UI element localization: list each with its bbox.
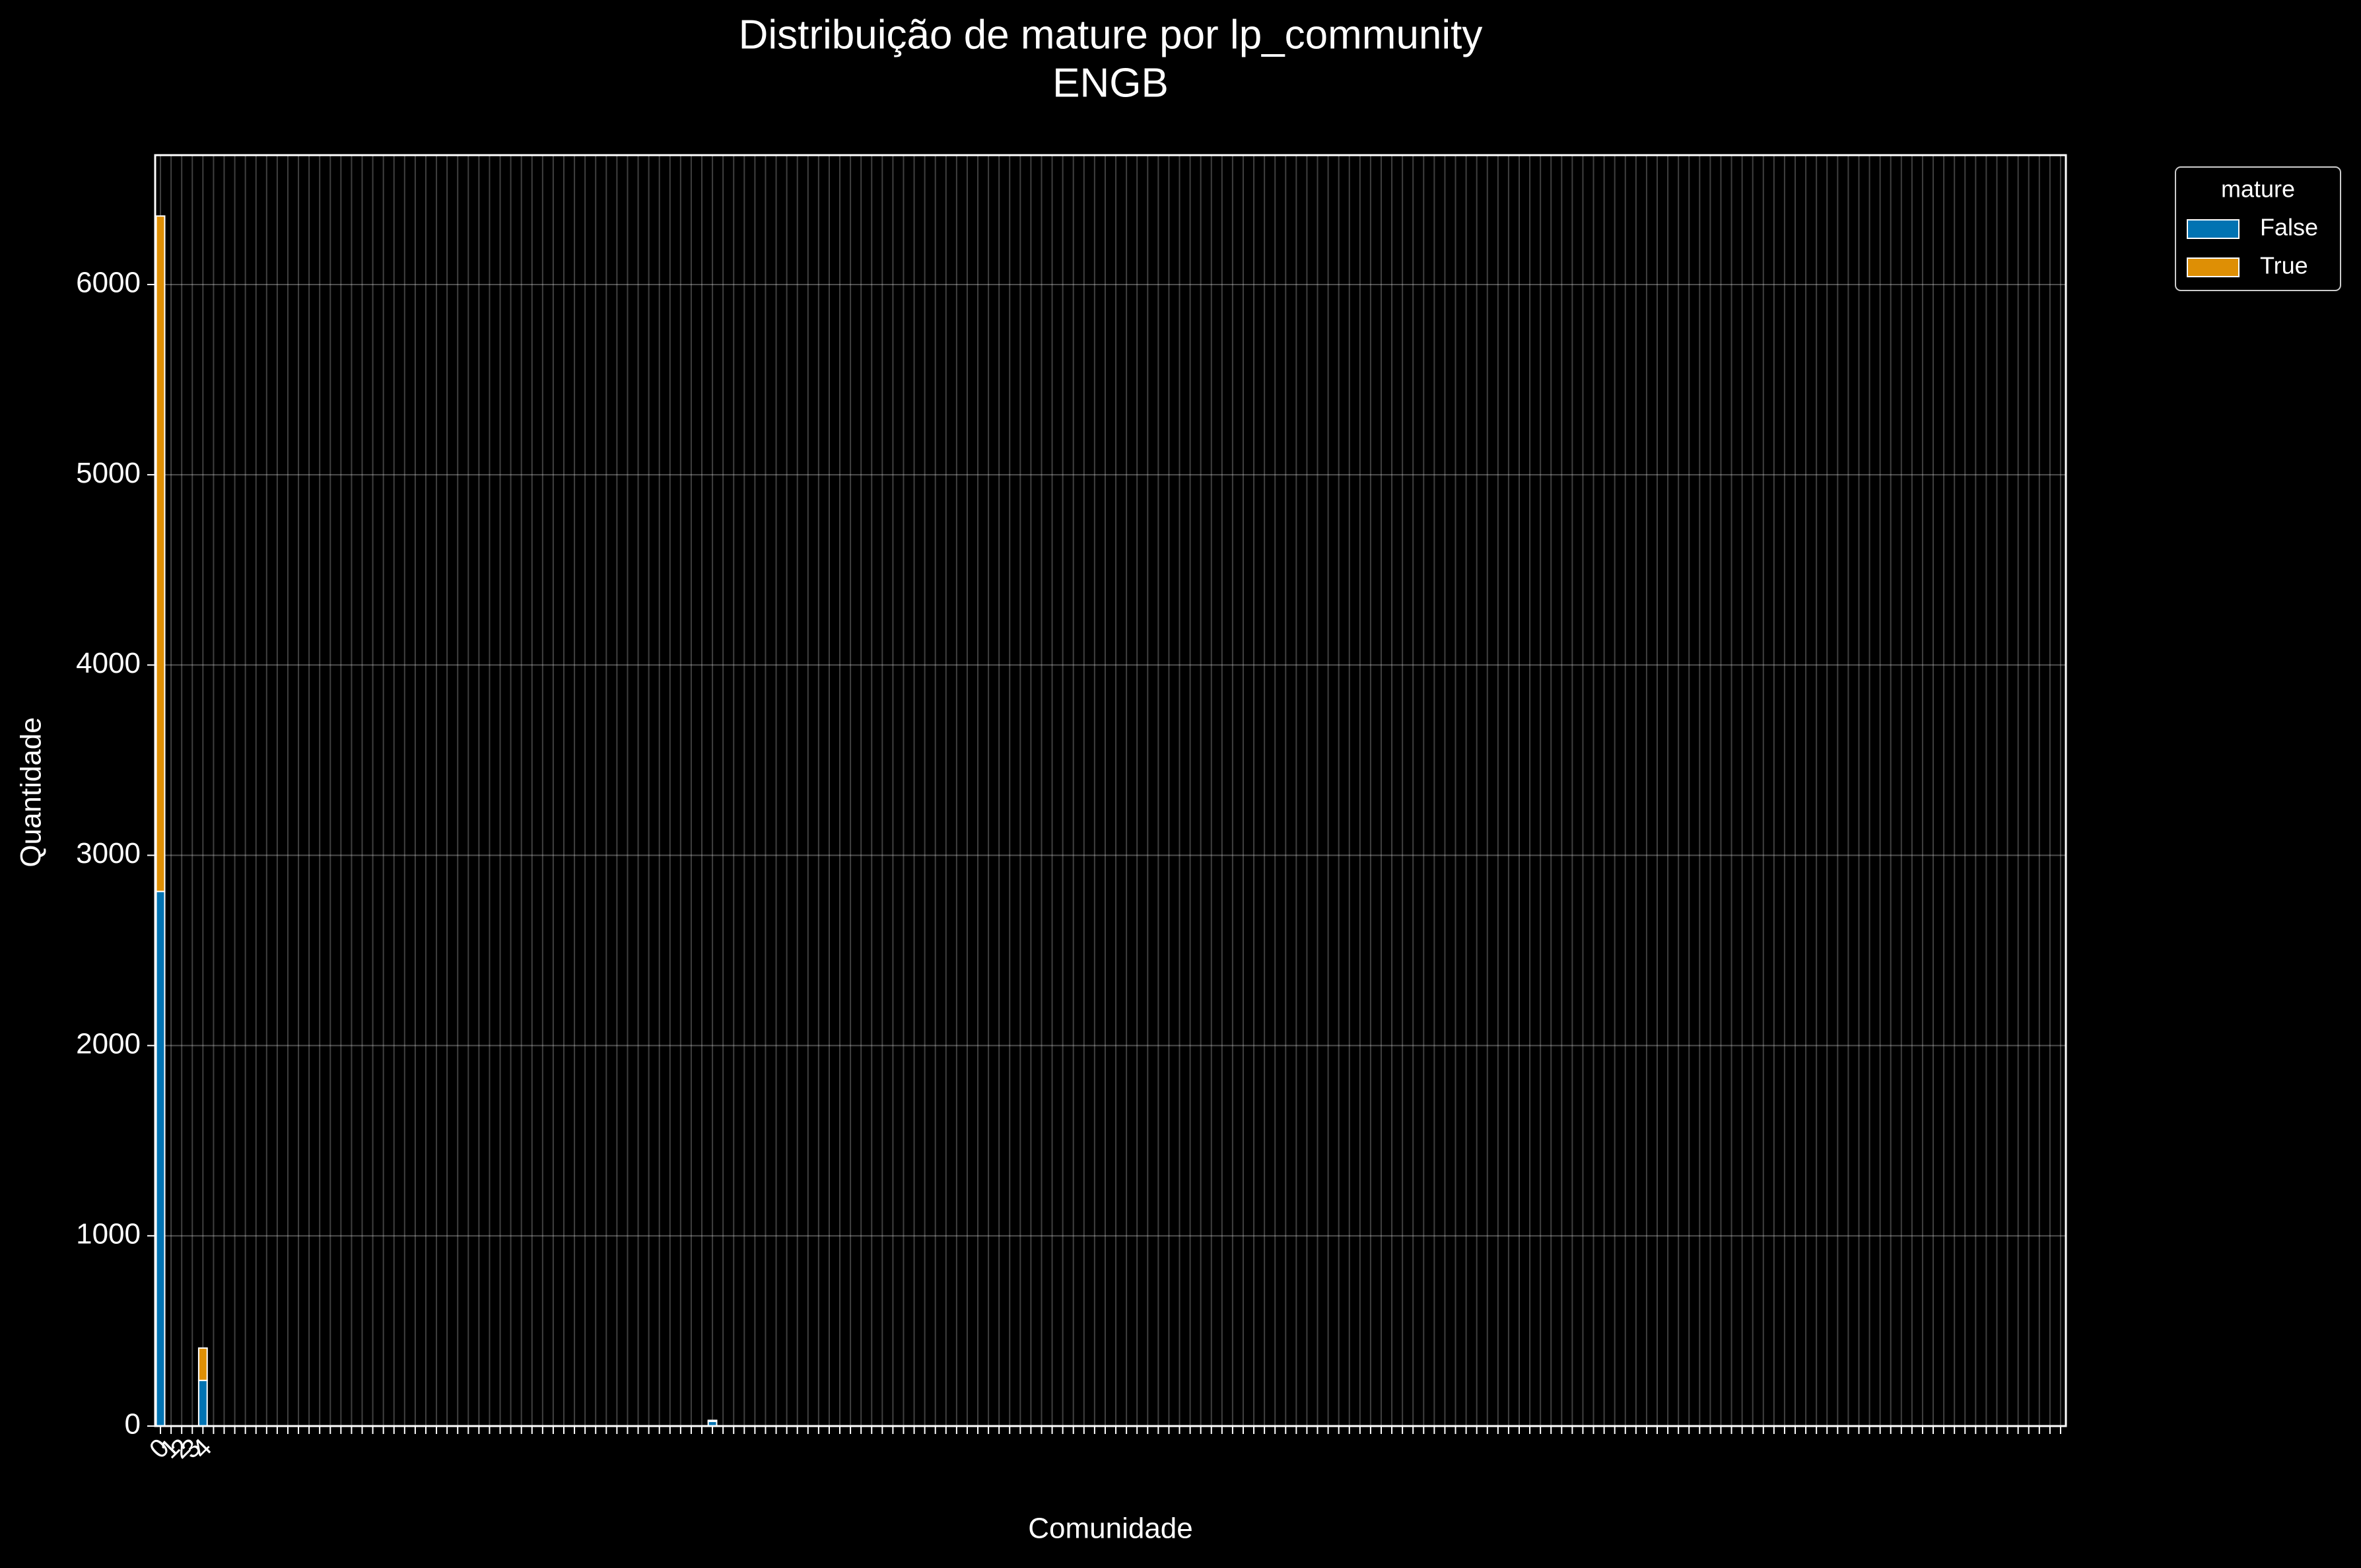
x-axis-label: Comunidade bbox=[1028, 1513, 1193, 1545]
bar-segment bbox=[707, 1419, 718, 1422]
bar-segment bbox=[155, 215, 166, 893]
bar-segment bbox=[197, 1347, 208, 1381]
legend-swatch bbox=[2187, 257, 2240, 277]
y-tick-label: 6000 bbox=[76, 267, 141, 299]
legend-title: mature bbox=[2221, 176, 2295, 203]
bar-segment bbox=[155, 891, 166, 1427]
y-tick-label: 1000 bbox=[76, 1217, 141, 1250]
plot-frame bbox=[154, 154, 2067, 1427]
chart-subtitle: ENGB bbox=[1052, 60, 1169, 106]
y-tick-label: 3000 bbox=[76, 837, 141, 869]
legend-label: True bbox=[2260, 252, 2308, 279]
y-tick-label: 0 bbox=[125, 1408, 141, 1441]
bar-segment bbox=[197, 1379, 208, 1427]
y-axis-label: Quantidade bbox=[15, 717, 48, 868]
y-tick-label: 5000 bbox=[76, 457, 141, 489]
legend-label: False bbox=[2260, 214, 2318, 241]
chart-title: Distribuição de mature por lp_community bbox=[739, 12, 1483, 57]
legend-swatch bbox=[2187, 219, 2240, 239]
y-tick-label: 2000 bbox=[76, 1027, 141, 1060]
y-tick-label: 4000 bbox=[76, 647, 141, 679]
